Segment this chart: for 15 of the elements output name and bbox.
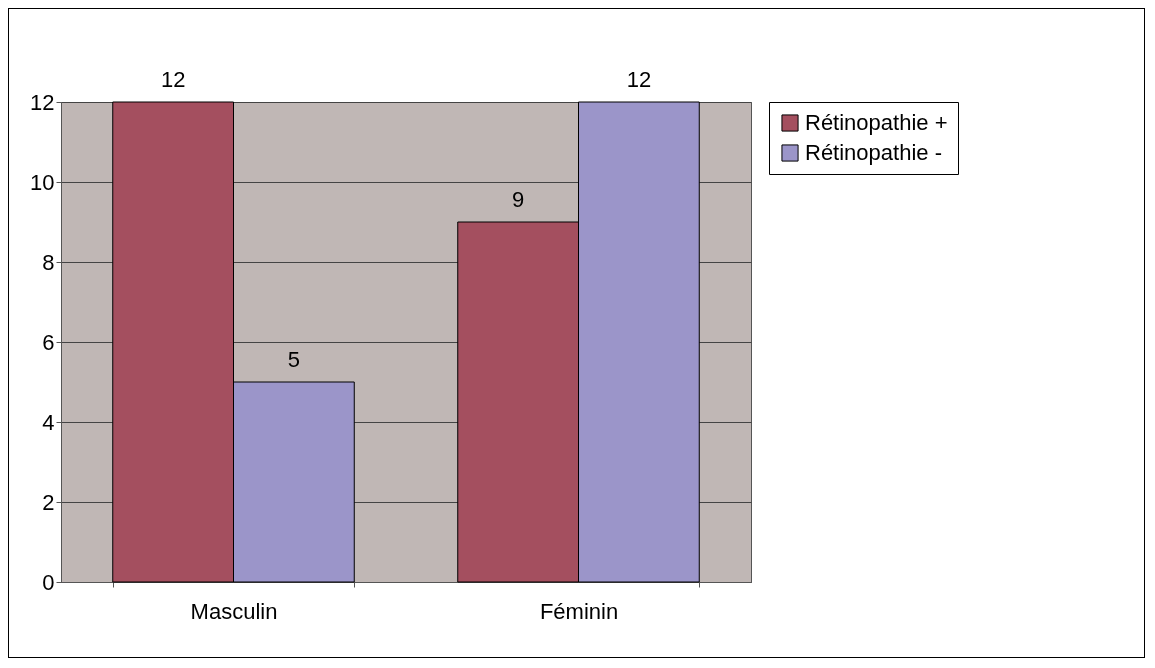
y-tick-label: 8 — [42, 249, 55, 275]
data-label: 12 — [626, 67, 652, 92]
y-tick-label: 2 — [42, 489, 55, 515]
x-tick-label: Féminin — [539, 598, 619, 624]
y-tick-label: 4 — [42, 409, 55, 435]
legend-label: Rétinopathie + — [805, 110, 948, 135]
data-label: 12 — [160, 67, 186, 92]
x-tick-label: Masculin — [190, 598, 278, 624]
y-tick-label: 10 — [30, 169, 55, 195]
legend-label: Rétinopathie - — [805, 140, 942, 165]
data-label: 9 — [512, 187, 525, 212]
data-label: 5 — [287, 347, 300, 372]
y-tick-label: 12 — [30, 89, 55, 115]
y-tick-label: 0 — [42, 569, 55, 595]
y-tick-label: 6 — [42, 329, 55, 355]
